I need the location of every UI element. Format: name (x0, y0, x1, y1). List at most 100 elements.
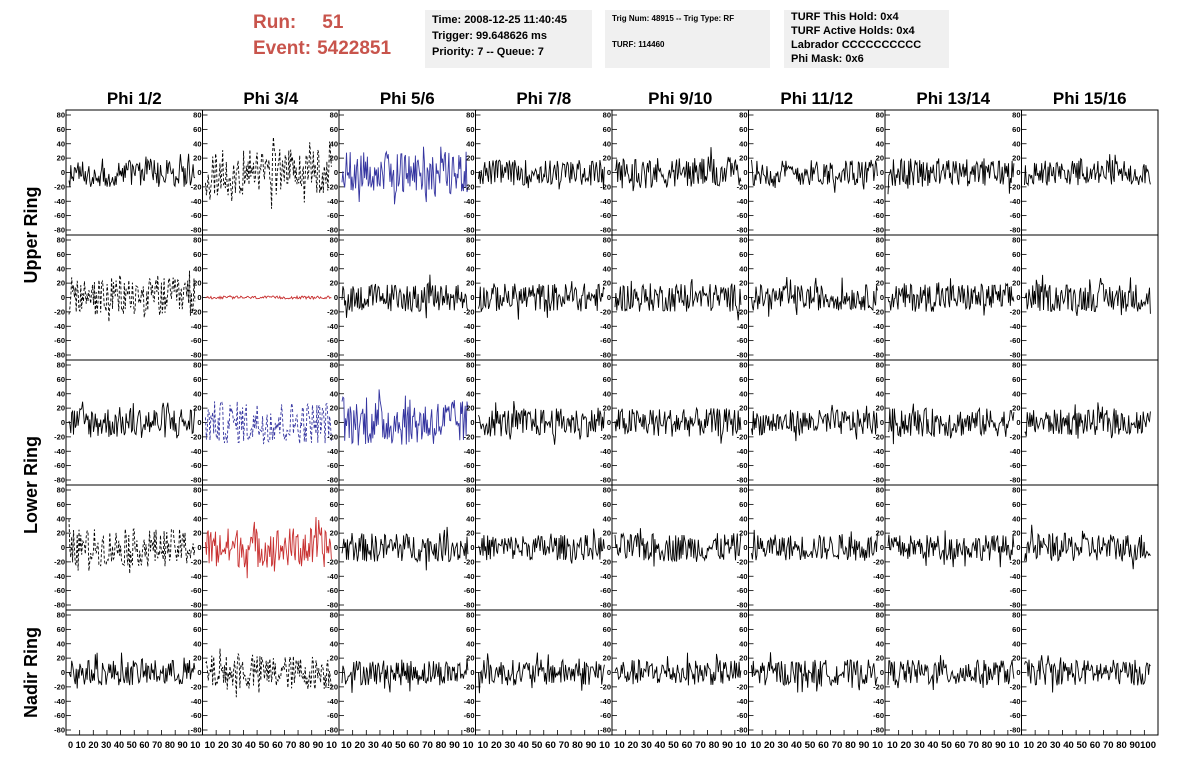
priority-line: Priority: 7 -- Queue: 7 (432, 46, 544, 58)
y-tick-label: 80 (1012, 361, 1020, 370)
y-tick-label: 20 (466, 154, 474, 163)
y-tick-label: -40 (873, 197, 884, 206)
y-tick-label: 40 (193, 639, 201, 648)
y-tick-label: 20 (1012, 529, 1020, 538)
y-tick-label: 80 (739, 111, 747, 120)
y-tick-label: 40 (739, 389, 747, 398)
y-tick-label: 0 (334, 293, 338, 302)
y-tick-label: -20 (54, 557, 65, 566)
y-tick-label: 60 (193, 125, 201, 134)
y-tick-label: 0 (334, 543, 338, 552)
y-tick-label: 60 (1012, 125, 1020, 134)
y-tick-label: -80 (54, 601, 65, 610)
y-tick-label: 20 (330, 654, 338, 663)
y-tick-label: 60 (193, 500, 201, 509)
y-tick-label: 20 (193, 154, 201, 163)
y-tick-label: 60 (57, 250, 65, 259)
y-tick-label: 40 (466, 264, 474, 273)
y-tick-label: 0 (197, 543, 201, 552)
y-tick-label: 40 (1012, 139, 1020, 148)
y-tick-label: 80 (739, 486, 747, 495)
y-tick-label: 80 (193, 111, 201, 120)
y-tick-label: 20 (739, 654, 747, 663)
y-tick-label: 40 (603, 514, 611, 523)
y-tick-label: -80 (327, 351, 338, 360)
waveform-trace (614, 528, 742, 567)
y-tick-label: 80 (193, 611, 201, 620)
y-tick-label: -80 (191, 601, 202, 610)
y-tick-label: 20 (739, 154, 747, 163)
y-tick-label: -80 (600, 226, 611, 235)
y-tick-label: 80 (330, 111, 338, 120)
y-tick-label: -20 (600, 307, 611, 316)
y-tick-label: -40 (464, 572, 475, 581)
y-tick-label: -60 (191, 461, 202, 470)
y-tick-label: 80 (193, 236, 201, 245)
y-tick-label: 0 (880, 668, 884, 677)
waveform-panel (65, 484, 203, 611)
x-tick-labels: 10 20 30 40 50 60 70 80 90 10 (751, 740, 884, 751)
y-tick-label: 0 (880, 293, 884, 302)
waveform-trace (887, 530, 1015, 568)
waveform-trace (205, 400, 332, 445)
y-tick-label: 40 (57, 389, 65, 398)
y-tick-label: -20 (873, 307, 884, 316)
y-tick-label: 80 (876, 611, 884, 620)
y-tick-label: -80 (873, 351, 884, 360)
phi-mask-line: Phi Mask: 0x6 (791, 53, 864, 65)
y-tick-label: 60 (330, 125, 338, 134)
y-tick-label: -60 (464, 211, 475, 220)
y-tick-label: -60 (464, 711, 475, 720)
y-tick-label: -80 (54, 476, 65, 485)
y-tick-label: -40 (464, 697, 475, 706)
y-tick-label: -60 (464, 586, 475, 595)
y-tick-label: -20 (191, 307, 202, 316)
y-tick-label: -20 (191, 682, 202, 691)
y-tick-label: -60 (54, 711, 65, 720)
waveform-panel (202, 109, 340, 236)
y-tick-label: 60 (57, 625, 65, 634)
y-tick-label: -60 (191, 586, 202, 595)
y-tick-label: -80 (737, 351, 748, 360)
y-tick-label: 60 (739, 625, 747, 634)
y-tick-label: -80 (464, 351, 475, 360)
turf-line: TURF: 114460 (612, 40, 665, 49)
waveform-trace (341, 146, 469, 205)
y-tick-label: 0 (1016, 543, 1020, 552)
waveform-trace (478, 159, 605, 190)
y-tick-label: 60 (603, 250, 611, 259)
y-tick-label: 80 (603, 486, 611, 495)
y-tick-label: 0 (1016, 418, 1020, 427)
y-tick-label: 20 (739, 279, 747, 288)
y-tick-label: -60 (737, 586, 748, 595)
y-tick-label: -20 (464, 307, 475, 316)
column-title: Phi 15/16 (1053, 89, 1127, 108)
y-tick-label: 0 (880, 543, 884, 552)
y-tick-label: 20 (193, 529, 201, 538)
y-tick-label: -80 (191, 476, 202, 485)
y-tick-label: -20 (54, 432, 65, 441)
y-tick-label: -40 (1010, 572, 1021, 581)
y-tick-label: -60 (1010, 711, 1021, 720)
run-value: 51 (322, 12, 344, 33)
y-tick-label: -60 (873, 211, 884, 220)
trig-num-line: Trig Num: 48915 -- Trig Type: RF (612, 14, 735, 23)
y-tick-label: 20 (57, 404, 65, 413)
y-tick-label: -80 (873, 476, 884, 485)
trig-info-box: Trig Num: 48915 -- Trig Type: RF TURF: 1… (605, 10, 770, 68)
y-tick-label: 0 (607, 293, 611, 302)
x-tick-labels: 10 20 30 40 50 60 70 80 90 10 (478, 740, 611, 751)
y-tick-label: -80 (464, 226, 475, 235)
y-tick-label: -20 (1010, 557, 1021, 566)
y-tick-label: 60 (193, 625, 201, 634)
y-tick-label: -80 (464, 476, 475, 485)
y-tick-label: -40 (327, 572, 338, 581)
waveform-trace (341, 526, 469, 571)
y-tick-label: 80 (466, 611, 474, 620)
y-tick-label: -40 (737, 447, 748, 456)
y-tick-label: 0 (197, 168, 201, 177)
y-tick-label: 80 (876, 361, 884, 370)
y-tick-label: -60 (191, 211, 202, 220)
y-tick-label: 20 (330, 279, 338, 288)
waveform-trace (478, 281, 605, 320)
